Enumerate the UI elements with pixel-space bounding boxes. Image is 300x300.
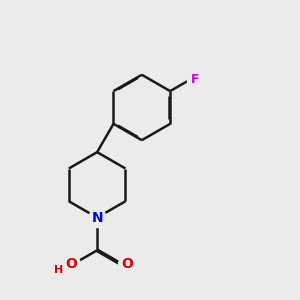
- Text: O: O: [65, 257, 77, 271]
- Text: N: N: [91, 211, 103, 225]
- Text: H: H: [54, 265, 64, 275]
- Text: F: F: [190, 73, 199, 86]
- Text: O: O: [121, 257, 133, 271]
